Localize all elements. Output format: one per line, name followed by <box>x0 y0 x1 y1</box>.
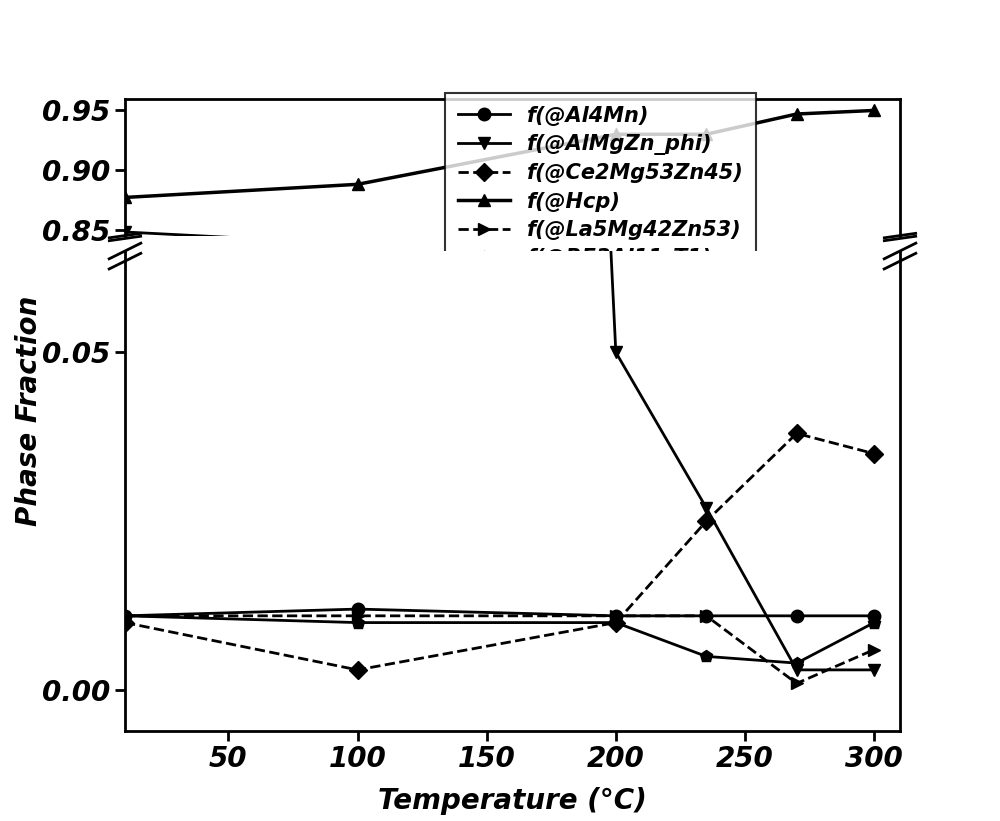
X-axis label: Temperature (°C): Temperature (°C) <box>378 787 647 815</box>
Text: Phase Fraction: Phase Fraction <box>15 296 43 525</box>
Legend: f(@Al4Mn), f(@AlMgZn_phi), f(@Ce2Mg53Zn45), f(@Hcp), f(@La5Mg42Zn53), f(@RE3Al11: f(@Al4Mn), f(@AlMgZn_phi), f(@Ce2Mg53Zn4… <box>445 94 756 282</box>
